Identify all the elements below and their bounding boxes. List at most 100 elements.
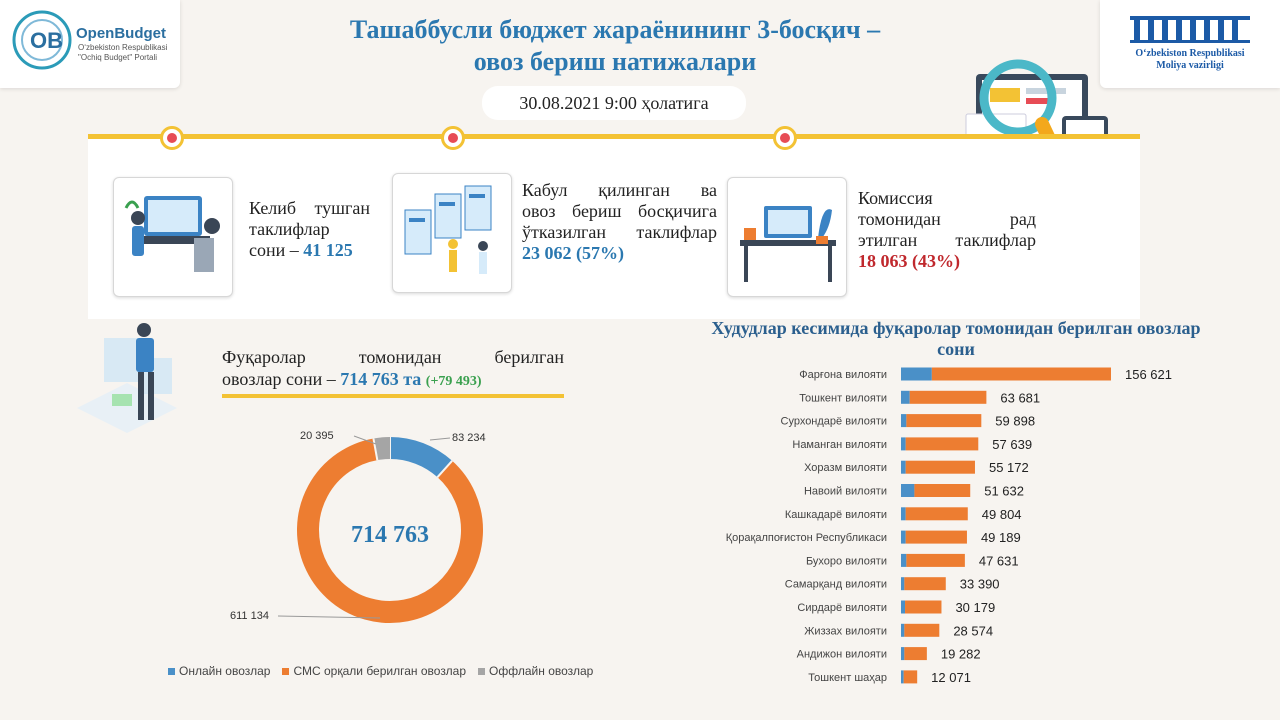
bar-category-label: Наманган вилояти xyxy=(792,439,887,451)
timeline-marker-3 xyxy=(773,126,797,150)
openbudget-logo-icon: OB OpenBudget O‘zbekiston Respublikasi "… xyxy=(12,10,168,70)
bar-segment-0 xyxy=(901,390,910,404)
openbudget-logo-card: OB OpenBudget O‘zbekiston Respublikasi "… xyxy=(0,0,180,88)
ministry-logo-card: O‘zbekiston Respublikasi Moliya vazirlig… xyxy=(1100,0,1280,88)
bar-chart-title: Худудлар кесимида фуқаролар томонидан бе… xyxy=(711,318,1201,359)
donut-label-sms: 611 134 xyxy=(230,610,269,622)
legend-item-offline: Оффлайн овозлар xyxy=(478,664,593,678)
bar-segment-1 xyxy=(905,437,979,451)
stage-1-line3: сони – xyxy=(249,240,299,260)
logo-sub2: "Ochiq Budget" Portali xyxy=(78,53,157,62)
votes-underline xyxy=(222,394,564,398)
bar-value-label: 55 172 xyxy=(989,460,1029,475)
regions-bar-chart: Фарғона вилояти 156 621 Тошкент вилояти 63 … xyxy=(726,367,1172,685)
stage-1-line1: Келиб тушган xyxy=(249,198,370,218)
bar-category-label: Сирдарё вилояти xyxy=(797,602,887,614)
bar-value-label: 28 574 xyxy=(953,623,993,638)
stage-3-text: Комиссия томонидан рад этилган таклифлар… xyxy=(858,188,1036,272)
bar-segment-1 xyxy=(905,460,975,474)
donut-label-offline: 20 395 xyxy=(300,430,334,442)
page-title: Ташаббусли бюджет жараёнининг 3-босқич –… xyxy=(250,14,980,78)
date-badge: 30.08.2021 9:00 ҳолатига xyxy=(482,86,746,120)
ministry-line2: Moliya vazirligi xyxy=(1156,60,1224,71)
bar-segment-1 xyxy=(906,414,982,428)
stage-2-line3: ўтказилган таклифлар xyxy=(522,222,717,242)
legend-item-sms: СМС орқали берилган овозлар xyxy=(282,664,466,678)
bar-segment-1 xyxy=(903,670,918,684)
ministry-line1: O‘zbekiston Respublikasi xyxy=(1135,48,1244,59)
stage-1-line2: таклифлар xyxy=(249,219,330,239)
donut-separator-1 xyxy=(436,460,453,478)
bar-segment-1 xyxy=(904,577,946,591)
bar-segment-1 xyxy=(904,623,940,637)
bar-value-label: 47 631 xyxy=(979,553,1019,568)
stage-3-line1: Комиссия xyxy=(858,188,933,208)
bar-category-label: Бухоро вилояти xyxy=(806,555,887,567)
legend-item-online: Онлайн овозлар xyxy=(168,664,270,678)
bar-segment-0 xyxy=(901,623,905,637)
bar-segment-1 xyxy=(906,553,965,567)
votes-summary: Фуқаролар томонидан берилган овозлар сон… xyxy=(222,346,564,393)
bar-segment-1 xyxy=(905,530,967,544)
bar-category-label: Тошкент вилояти xyxy=(799,392,887,404)
bar-segment-1 xyxy=(905,600,942,614)
bar-category-label: Қорақалпоғистон Республикаси xyxy=(726,532,887,544)
donut-label-online: 83 234 xyxy=(452,432,486,444)
bar-segment-0 xyxy=(901,437,906,451)
bar-segment-1 xyxy=(905,507,968,521)
donut-center-label: 714 763 xyxy=(351,522,429,548)
bar-value-label: 59 898 xyxy=(995,414,1035,429)
bar-value-label: 57 639 xyxy=(992,437,1032,452)
timeline-bar xyxy=(88,134,1140,139)
votes-line2-prefix: овозлар сони – xyxy=(222,369,336,389)
bar-value-label: 63 681 xyxy=(1000,390,1040,405)
votes-delta: (+79 493) xyxy=(425,374,482,389)
donut-legend: Онлайн овозлар СМС орқали берилган овозл… xyxy=(168,664,593,678)
stage-1-text: Келиб тушган таклифлар сони – 41 125 xyxy=(249,198,370,261)
bar-segment-0 xyxy=(901,577,905,591)
workdesk-icon xyxy=(740,206,836,282)
documents-people-icon xyxy=(404,185,492,274)
bar-category-label: Навоий вилояти xyxy=(804,486,887,498)
person-screens-icon xyxy=(77,323,177,433)
stage-2-text: Кабул қилинган ва овоз бериш босқичига ў… xyxy=(522,180,717,264)
stage-2-value: 23 062 (57%) xyxy=(522,243,624,263)
stage-2-line1: Кабул қилинган ва xyxy=(522,180,717,200)
stage-3-line3: этилган таклифлар xyxy=(858,230,1036,250)
laptop-person-icon xyxy=(124,196,220,272)
bar-category-label: Хоразм вилояти xyxy=(804,462,887,474)
stage-1-illustration xyxy=(113,177,233,297)
stage-3-line2: томонидан рад xyxy=(858,209,1036,229)
stage-2-illustration xyxy=(392,173,512,293)
bar-category-label: Кашкадарё вилояти xyxy=(785,509,887,521)
bar-segment-0 xyxy=(901,530,906,544)
logo-sub1: O‘zbekiston Respublikasi xyxy=(78,43,168,52)
timeline-marker-1 xyxy=(160,126,184,150)
bar-segment-0 xyxy=(901,484,915,497)
donut-chart xyxy=(297,437,483,623)
bar-value-label: 12 071 xyxy=(931,670,971,685)
svg-text:OB: OB xyxy=(30,28,63,53)
title-line1: Ташаббусли бюджет жараёнининг 3-босқич – xyxy=(349,15,881,44)
stage-1-value: 41 125 xyxy=(303,240,353,260)
stages-panel xyxy=(88,139,1140,319)
bar-value-label: 30 179 xyxy=(955,600,995,615)
ministry-building-icon: O‘zbekiston Respublikasi Moliya vazirlig… xyxy=(1130,16,1250,71)
stage-2-line2: овоз бериш босқичига xyxy=(522,201,717,221)
bar-segment-0 xyxy=(901,647,905,661)
stage-3-value: 18 063 (43%) xyxy=(858,251,960,271)
bar-segment-0 xyxy=(901,367,932,381)
bar-value-label: 156 621 xyxy=(1125,367,1172,382)
bar-category-label: Жиззах вилояти xyxy=(804,625,887,637)
bar-segment-0 xyxy=(901,460,906,474)
title-line2: овоз бериш натижалари xyxy=(473,47,757,76)
bar-segment-0 xyxy=(901,600,906,614)
bar-segment-0 xyxy=(901,414,907,428)
donut-slice-2 xyxy=(373,437,391,461)
bar-category-label: Тошкент шаҳар xyxy=(808,672,887,684)
bar-segment-0 xyxy=(901,553,907,567)
bar-segment-1 xyxy=(914,484,971,497)
bar-category-label: Фарғона вилояти xyxy=(799,369,887,381)
bar-segment-1 xyxy=(909,390,987,404)
bar-segment-1 xyxy=(904,647,927,661)
